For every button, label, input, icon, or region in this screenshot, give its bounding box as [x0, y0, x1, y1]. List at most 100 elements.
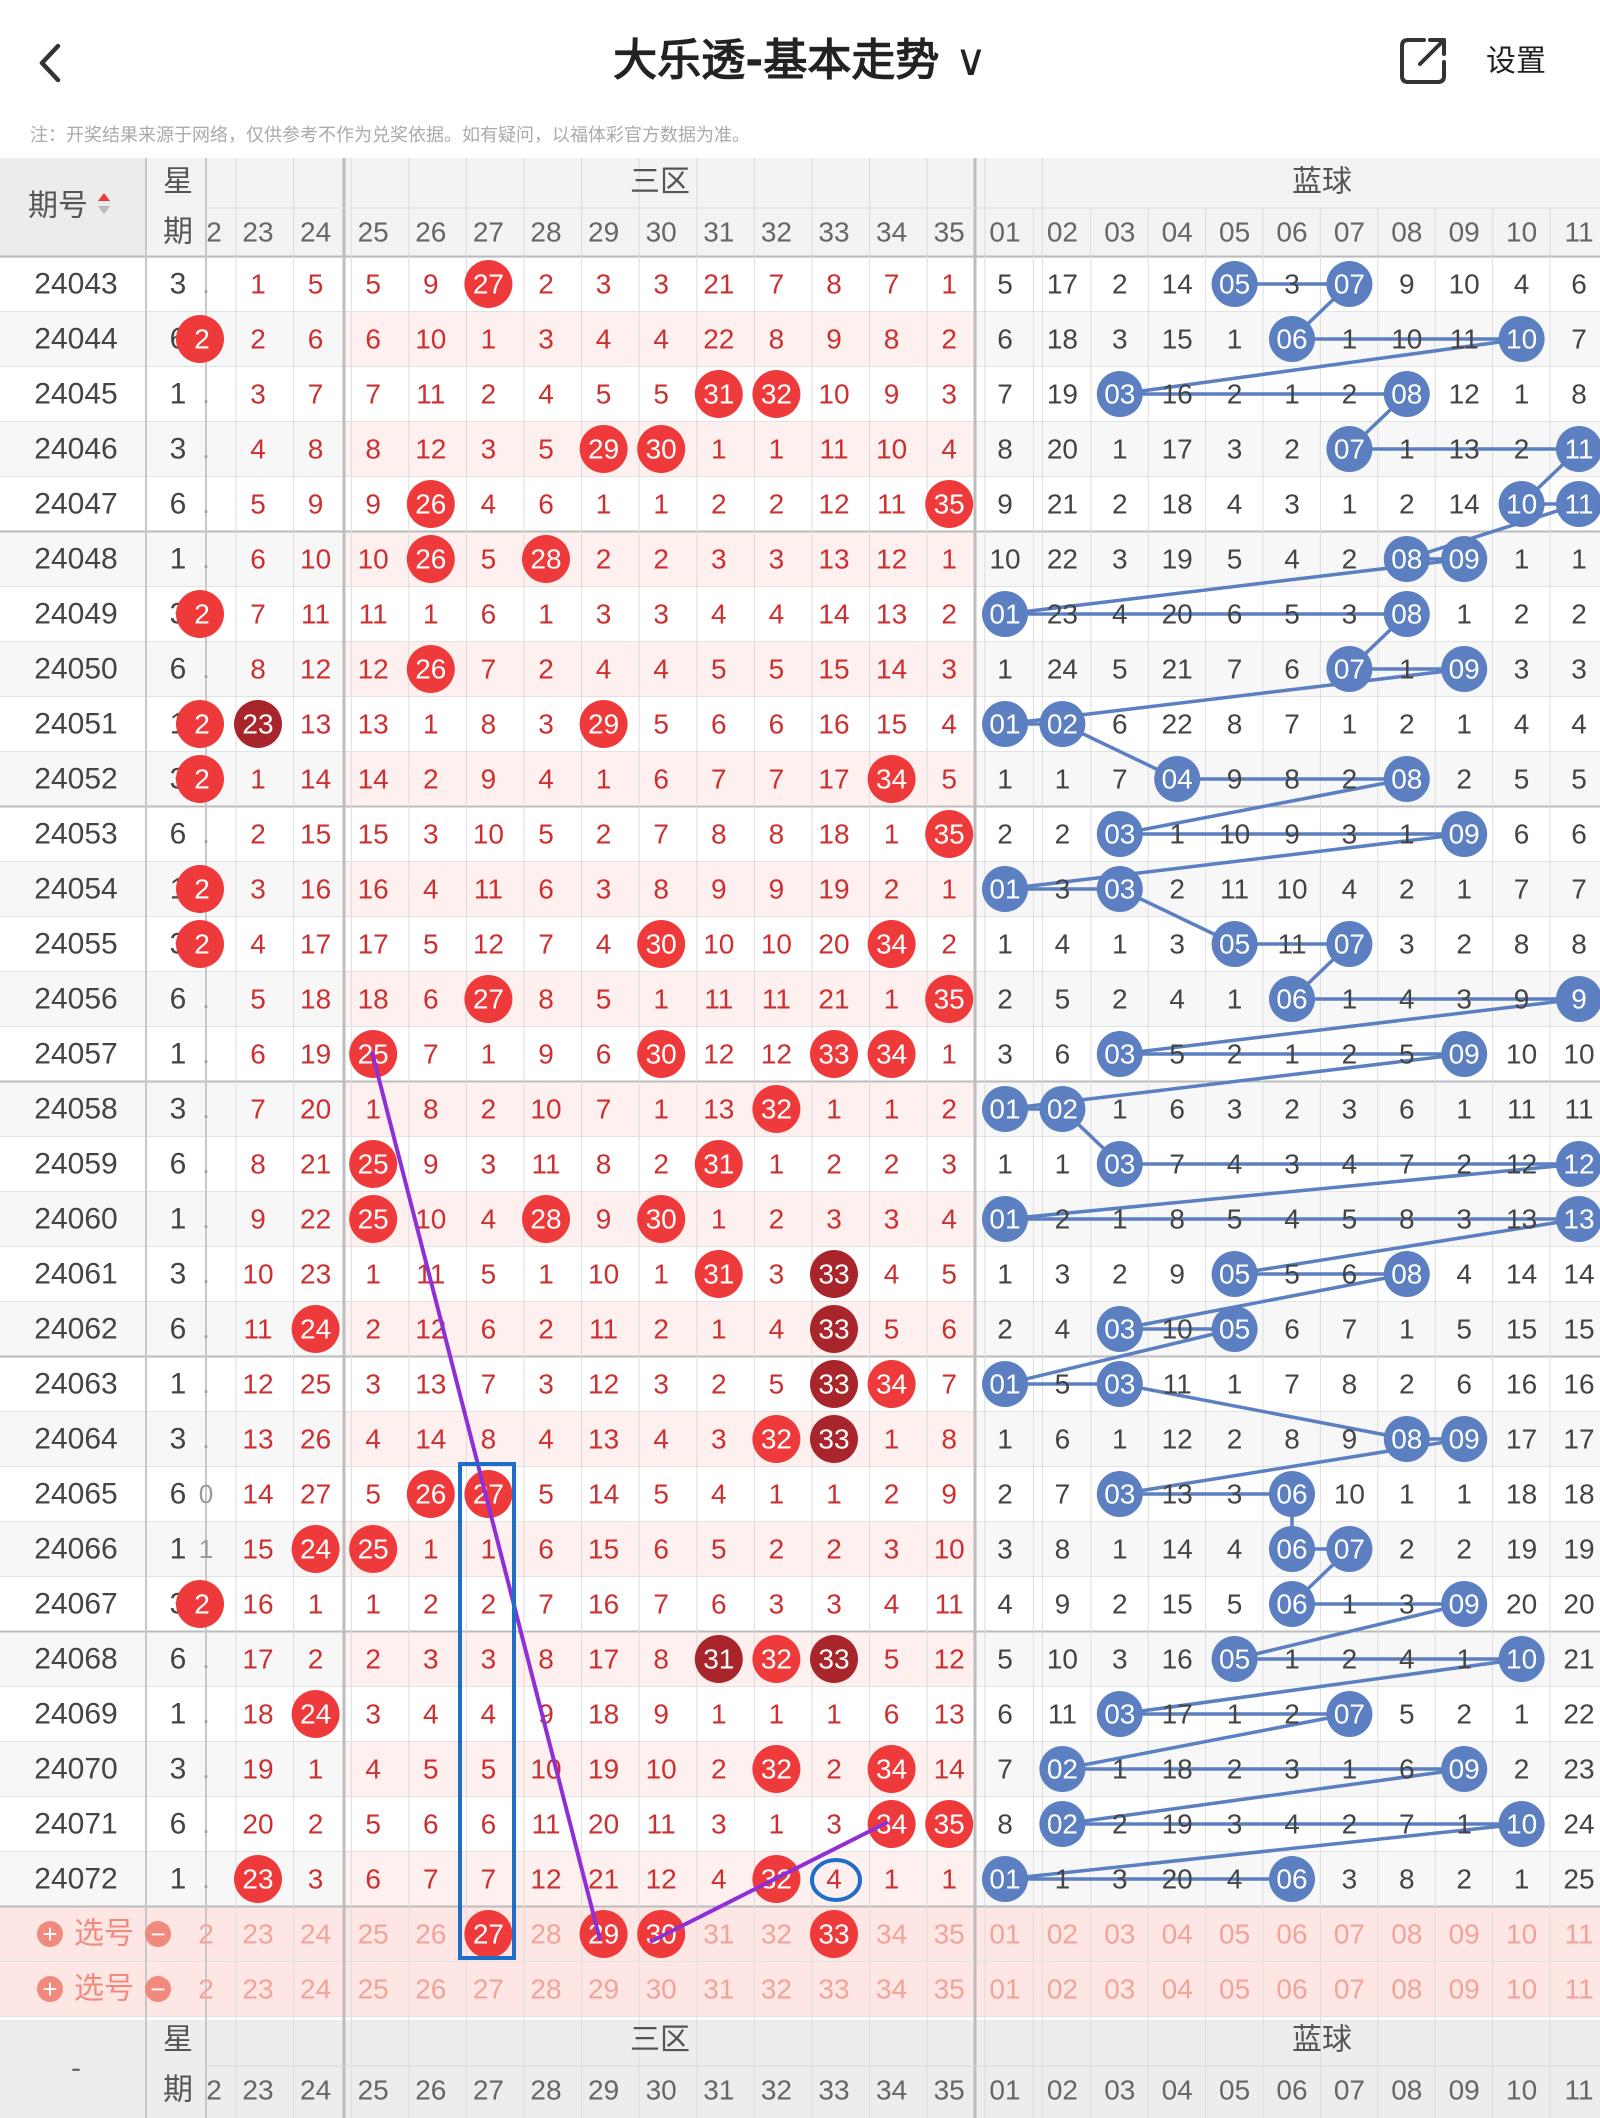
blue-ball-number: 03: [1104, 1149, 1135, 1180]
miss-count: 3: [1284, 489, 1300, 520]
miss-count: 11: [1507, 1094, 1536, 1125]
blue-ball-number: 03: [1104, 379, 1135, 410]
pick-number: 34: [876, 1974, 907, 2005]
miss-count: 6: [308, 324, 324, 355]
footer-column: 26: [415, 2075, 446, 2106]
miss-count: 2: [1284, 434, 1300, 465]
miss-count: 10: [300, 544, 331, 575]
pick-number: 30: [646, 1974, 677, 2005]
miss-count: 18: [818, 819, 849, 850]
miss-count: 12: [1449, 379, 1480, 410]
miss-count: 1: [1112, 434, 1128, 465]
miss-count: 2: [1456, 764, 1472, 795]
selected-ball[interactable]: [579, 1910, 628, 1958]
miss-count: 1: [1399, 1314, 1415, 1345]
miss-count: 12: [646, 1864, 677, 1895]
miss-count: 5: [1571, 764, 1587, 795]
miss-count: 17: [588, 1644, 619, 1675]
miss-count: 13: [876, 599, 907, 630]
miss-count: 6: [365, 1864, 381, 1895]
back-button[interactable]: [28, 30, 78, 96]
red-column-header: 32: [761, 217, 792, 248]
miss-count: 6: [711, 709, 727, 740]
miss-count: 11: [762, 984, 791, 1015]
miss-count: 8: [1227, 709, 1243, 740]
minus-circle-icon[interactable]: [145, 1976, 171, 2002]
issue-number: 24066: [34, 1533, 117, 1566]
blue-ball: [982, 1856, 1028, 1902]
selected-ball[interactable]: [637, 1910, 686, 1958]
miss-count: 1: [884, 1094, 900, 1125]
settings-button[interactable]: 设置: [1486, 44, 1546, 79]
weekday: 6: [170, 1478, 187, 1511]
red-column-header: 25: [358, 217, 389, 248]
miss-count: 12: [1162, 1424, 1193, 1455]
plus-circle-icon[interactable]: [37, 1921, 63, 1947]
pick-number: 05: [1219, 1974, 1250, 2005]
blue-ball-number: 08: [1391, 599, 1422, 630]
miss-count: 16: [588, 1589, 619, 1620]
miss-count: 4: [1456, 1259, 1472, 1290]
miss-count: 9: [769, 874, 785, 905]
miss-count: 7: [941, 1369, 957, 1400]
weekday: 3: [170, 1753, 187, 1786]
minus-circle-icon[interactable]: [145, 1921, 171, 1947]
blue-ball: [1383, 591, 1430, 637]
red-column-header: 2: [206, 217, 222, 248]
red-ball-number: 25: [358, 1149, 389, 1180]
miss-count: 3: [1112, 544, 1128, 575]
week-header-top: 星: [163, 166, 193, 199]
red-column-header: 23: [242, 217, 273, 248]
miss-count: 9: [941, 1479, 957, 1510]
miss-count: 1: [1456, 1644, 1472, 1675]
miss-count: 3: [596, 269, 612, 300]
plus-circle-icon[interactable]: [37, 1976, 63, 2002]
miss-count: 1: [884, 1424, 900, 1455]
blue-ball-number: 01: [989, 1864, 1020, 1895]
miss-count: 1: [481, 324, 497, 355]
miss-count: 1: [711, 1204, 727, 1235]
miss-count: 10: [934, 1534, 965, 1565]
miss-count: 5: [1284, 599, 1300, 630]
pick-number: 02: [1047, 1974, 1078, 2005]
selected-ball[interactable]: [810, 1910, 858, 1958]
miss-count: 2: [308, 1809, 324, 1840]
pick-number: 07: [1334, 1919, 1365, 1950]
red-ball-number: 24: [300, 1534, 331, 1565]
miss-count: 5: [1342, 1204, 1358, 1235]
miss-count: 17: [1162, 434, 1193, 465]
red-ball: [234, 700, 282, 748]
sort-icon[interactable]: [98, 193, 110, 214]
miss-count: 4: [1227, 1864, 1243, 1895]
miss-count: 7: [1112, 764, 1128, 795]
pick-number: 33: [818, 1974, 849, 2005]
miss-count: 8: [884, 324, 900, 355]
blue-ball: [1096, 1361, 1143, 1407]
miss-count: 15: [1563, 1314, 1594, 1345]
miss-count: 3: [884, 1534, 900, 1565]
miss-count: 6: [365, 324, 381, 355]
miss-count: 20: [300, 1094, 331, 1125]
share-button[interactable]: [1396, 32, 1452, 88]
miss-count: 4: [1571, 709, 1587, 740]
red-ball-number: 31: [703, 379, 734, 410]
miss-count: 9: [423, 1149, 439, 1180]
miss-count: 2: [941, 1094, 957, 1125]
weekday: 1: [170, 378, 187, 411]
miss-count: 2: [1112, 1809, 1128, 1840]
miss-count: 9: [423, 269, 439, 300]
red-ball-number: 23: [242, 1864, 273, 1895]
pick-number: 26: [415, 1919, 446, 1950]
blue-ball: [1441, 1581, 1488, 1627]
miss-count: 4: [538, 379, 554, 410]
selected-ball[interactable]: [464, 1910, 513, 1958]
miss-count: 1: [481, 1534, 497, 1565]
miss-count: 15: [818, 654, 849, 685]
miss-count: 1: [941, 544, 957, 575]
miss-count: 1: [538, 1259, 554, 1290]
miss-count: 3: [250, 874, 266, 905]
miss-count: 2: [481, 1094, 497, 1125]
red-ball-number: 30: [646, 434, 677, 465]
page-title[interactable]: 大乐透-基本走势 ∨: [0, 26, 1600, 96]
miss-count: 10: [242, 1259, 273, 1290]
